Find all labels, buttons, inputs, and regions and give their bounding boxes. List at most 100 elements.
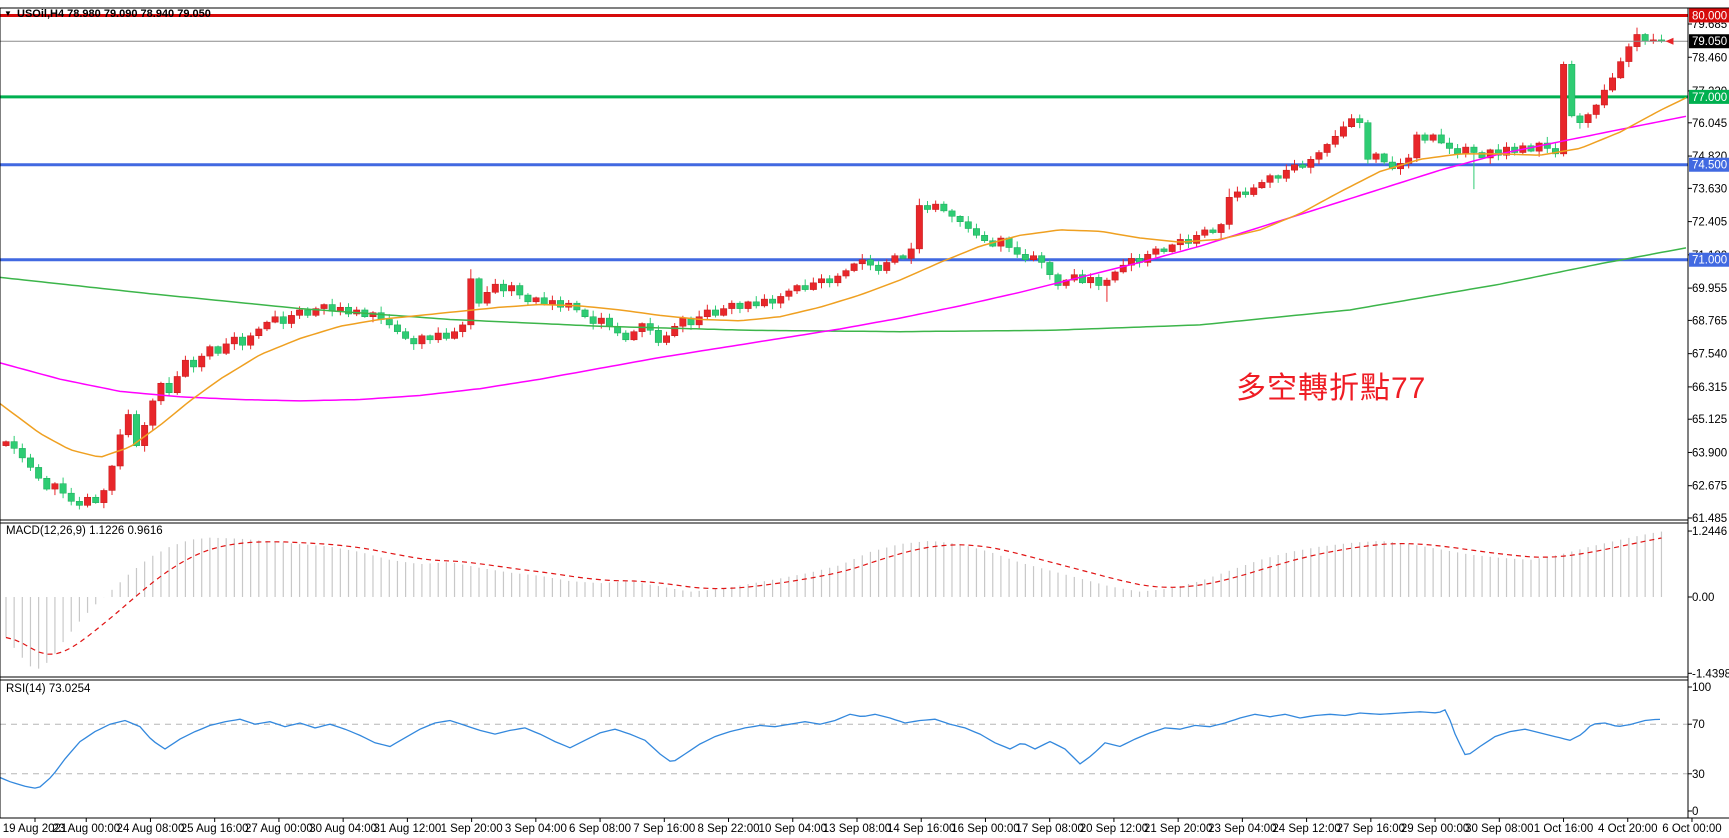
candle-body: [1356, 118, 1364, 123]
candle-body: [1617, 61, 1625, 79]
x-axis-date-label: 4 Oct 20:00: [1598, 823, 1657, 835]
candle-body: [475, 278, 483, 304]
x-axis-date-label: 8 Sep 22:00: [698, 823, 760, 835]
candle-body: [426, 335, 434, 341]
candle-body: [1372, 153, 1380, 160]
candle-body: [1429, 134, 1437, 141]
candle-body: [1013, 247, 1021, 255]
candle-body: [10, 441, 18, 449]
candle-body: [1584, 114, 1592, 123]
candle-body: [92, 496, 100, 503]
price-tick-label: 62.675: [1692, 481, 1727, 493]
x-axis-date-label: 1 Sep 20:00: [441, 823, 503, 835]
candle-body: [915, 205, 923, 250]
candle-body: [752, 301, 760, 307]
candle-body: [100, 490, 108, 503]
candle-body: [1168, 244, 1176, 252]
candle-body: [27, 457, 34, 468]
candle-body: [907, 248, 915, 259]
candle-body: [1193, 235, 1201, 244]
candle-body: [149, 400, 157, 426]
candle-body: [459, 324, 467, 332]
x-axis-date-label: 27 Sep 16:00: [1337, 823, 1405, 835]
candle-body: [1233, 191, 1241, 198]
ma-line-mid_magenta: [0, 115, 1687, 402]
candle-body: [940, 203, 948, 212]
macd-indicator-label: MACD(12,26,9) 1.1226 0.9616: [6, 525, 163, 537]
level-badge-71.000-bg: [1689, 252, 1729, 267]
candle-body: [491, 283, 499, 293]
candle-body: [1160, 248, 1168, 252]
candle-body: [1119, 264, 1127, 273]
candle-body: [442, 332, 450, 339]
candle-body: [133, 414, 140, 446]
candle-body: [622, 332, 630, 341]
candle-body: [198, 355, 206, 368]
candle-body: [606, 317, 613, 327]
candle-body: [239, 336, 246, 346]
candle-body: [467, 278, 475, 326]
x-axis-date-label: 6 Sep 08:00: [569, 823, 631, 835]
candle-body: [1095, 277, 1103, 286]
candle-body: [206, 346, 214, 357]
candle-body: [157, 382, 165, 402]
candle-body: [826, 278, 834, 284]
candle-body: [801, 285, 809, 290]
candle-body: [1054, 274, 1062, 286]
level-badge-74.500-bg: [1689, 157, 1729, 172]
candle-body: [809, 282, 817, 290]
candle-body: [124, 414, 132, 436]
candle-body: [875, 264, 883, 271]
candle-body: [1152, 248, 1160, 255]
candle-body: [1291, 164, 1298, 171]
x-axis-date-label: 24 Sep 12:00: [1272, 823, 1340, 835]
candle-body: [981, 235, 989, 241]
candle-body: [320, 304, 328, 309]
candle-body: [1576, 115, 1584, 123]
candle-body: [165, 382, 173, 393]
rsi-axis-label: 100: [1692, 682, 1711, 694]
level-badge-80.000-bg: [1689, 8, 1729, 23]
candle-body: [1217, 224, 1225, 233]
candle-body: [1021, 254, 1029, 260]
candle-body: [850, 263, 858, 271]
candle-body: [287, 315, 295, 324]
candle-body: [67, 492, 75, 502]
candle-body: [1242, 191, 1250, 195]
rsi-axis-label: 70: [1692, 719, 1705, 731]
candle-body: [1348, 118, 1356, 127]
chart-title-ohlc: USOil,H4 78.980 79.090 78.940 79.050: [17, 8, 211, 20]
candle-body: [818, 278, 825, 284]
candle-body: [181, 359, 189, 377]
rsi-axis-label: 30: [1692, 769, 1705, 781]
candle-body: [1600, 89, 1608, 106]
x-axis-date-label: 30 Sep 08:00: [1465, 823, 1533, 835]
x-axis-date-label: 1 Oct 16:00: [1534, 823, 1593, 835]
candle-body: [296, 309, 304, 316]
price-tick-label: 61.485: [1692, 513, 1727, 525]
macd-axis-label: 1.2446: [1692, 526, 1727, 538]
candle-body: [858, 259, 866, 265]
x-axis-date-label: 6 Oct 00:00: [1662, 823, 1721, 835]
candle-body: [35, 467, 43, 479]
candle-body: [1625, 46, 1633, 62]
candle-body: [108, 465, 116, 491]
candle-body: [43, 477, 51, 490]
candle-body: [385, 319, 393, 326]
candle-body: [866, 259, 874, 266]
candle-body: [312, 308, 320, 316]
price-annotation-text: 多空轉折點77: [1236, 372, 1427, 405]
symbol-dropdown-icon[interactable]: ▼: [4, 9, 12, 18]
candle-body: [1445, 142, 1453, 149]
candle-body: [279, 316, 287, 324]
candle-body: [744, 301, 752, 309]
candle-body: [271, 316, 279, 323]
candle-body: [1315, 152, 1323, 160]
candle-body: [597, 317, 605, 324]
candle-body: [1201, 229, 1209, 236]
candle-body: [703, 309, 711, 317]
candle-body: [1552, 148, 1559, 155]
candle-body: [508, 285, 516, 292]
x-axis-date-label: 30 Aug 04:00: [309, 823, 377, 835]
